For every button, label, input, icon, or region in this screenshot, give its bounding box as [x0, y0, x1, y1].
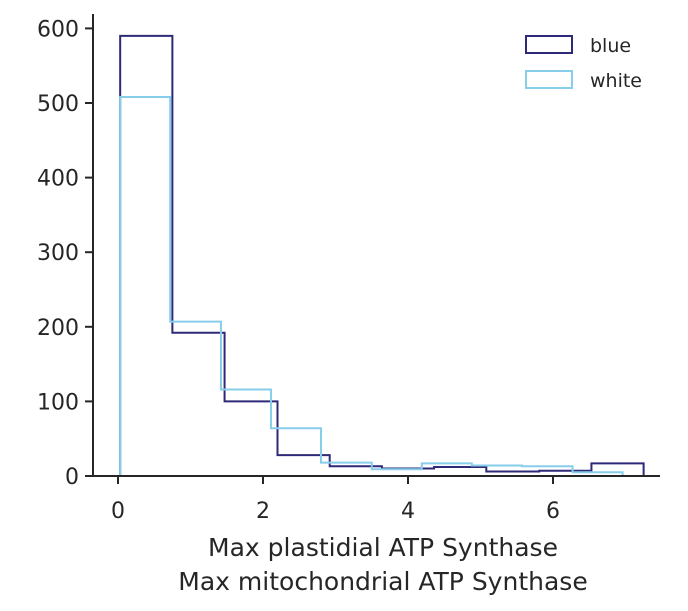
series-white — [119, 96, 624, 476]
x-axis-label-line-1: Max plastidial ATP Synthase — [208, 533, 558, 562]
y-tick-label-100: 100 — [37, 390, 79, 415]
x-tick-label-2: 2 — [256, 499, 270, 524]
plot-area — [119, 34, 645, 476]
x-axis-label: Max plastidial ATP Synthase Max mitochond… — [178, 533, 587, 596]
y-tick-label-500: 500 — [37, 92, 79, 117]
y-tick-label-300: 300 — [37, 241, 79, 266]
y-tick-label-600: 600 — [37, 17, 79, 42]
legend-swatch-blue — [525, 35, 573, 54]
legend-label-white: white — [590, 70, 642, 92]
histogram-step-blue — [119, 34, 645, 476]
y-tick-label-0: 0 — [65, 465, 79, 490]
x-tick-label-6: 6 — [546, 499, 560, 524]
y-tick-label-200: 200 — [37, 316, 79, 341]
legend-label-blue: blue — [590, 35, 631, 57]
x-tick-label-4: 4 — [401, 499, 415, 524]
legend: blue white — [525, 35, 642, 92]
y-tick-label-400: 400 — [37, 167, 79, 192]
legend-swatch-white — [525, 70, 573, 89]
series-blue — [119, 34, 645, 476]
histogram-step-white — [119, 96, 624, 476]
x-axis-label-line-2: Max mitochondrial ATP Synthase — [178, 567, 587, 596]
axes: 0 100 200 300 400 500 600 0 2 4 6 — [37, 14, 660, 524]
x-tick-label-0: 0 — [111, 499, 125, 524]
